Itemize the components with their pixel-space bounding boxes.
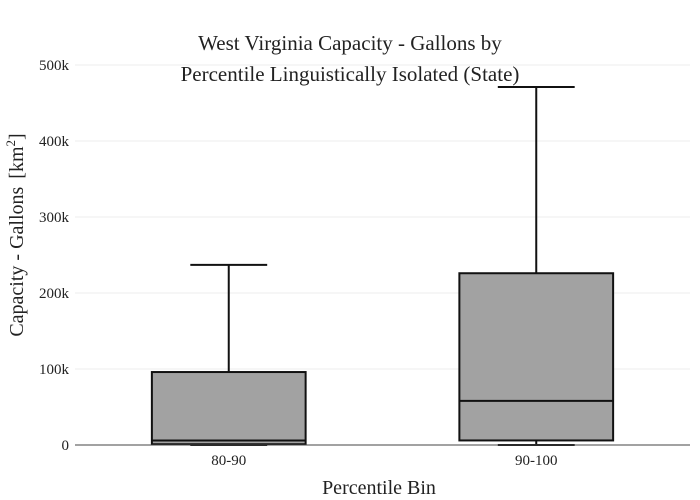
- y-axis-title: Capacity - Gallons[km2]: [3, 133, 28, 336]
- x-tick-label: 80-90: [211, 453, 246, 469]
- interquartile-box: [152, 372, 306, 444]
- y-tick-label: 500k: [39, 58, 70, 74]
- y-tick-label: 300k: [39, 210, 70, 226]
- y-tick-label: 100k: [39, 362, 70, 378]
- x-tick-label: 90-100: [515, 453, 558, 469]
- y-tick-label: 400k: [39, 134, 70, 150]
- interquartile-box: [459, 273, 613, 440]
- y-axis-title-unit-close: ]: [6, 133, 28, 140]
- y-axis-title-unit: [km: [6, 146, 28, 179]
- y-tick-label: 0: [62, 438, 70, 454]
- x-axis-title: Percentile Bin: [322, 477, 436, 499]
- y-axis-title-main: Capacity - Gallons: [6, 187, 28, 337]
- y-tick-label: 200k: [39, 286, 70, 302]
- y-tick-labels: 0 100k 200k 300k 400k 500k: [39, 58, 70, 454]
- x-tick-labels: 80-90 90-100: [211, 453, 557, 469]
- box-80-90: [152, 265, 306, 445]
- chart-title-line-2: Percentile Linguistically Isolated (Stat…: [181, 62, 520, 86]
- chart-title-line-1: West Virginia Capacity - Gallons by: [198, 31, 502, 55]
